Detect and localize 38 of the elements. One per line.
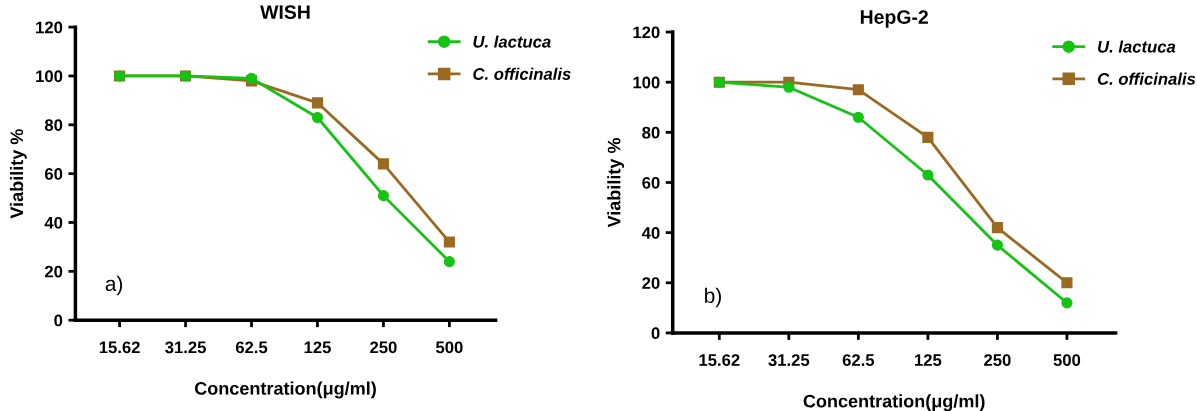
y-tick-label: 80 [642,126,660,139]
y-tick-label: 120 [633,26,660,39]
x-tick-label: 62.5 [235,341,268,354]
x-axis-title: Concentration(μg/ml) [803,394,985,411]
y-axis-title: Viability % [607,137,625,228]
x-axis-title: Concentration(μg/ml) [194,381,376,399]
x-tick-label: 15.62 [699,354,740,366]
annotation: a) [105,275,123,296]
x-tick-label: 62.5 [842,354,875,366]
legend-label: C. officinalis [1097,72,1196,85]
y-tick-label: 20 [44,265,63,278]
chart-title: WISH [260,5,310,19]
y-tick-label: 40 [641,227,660,239]
y-tick-label: 60 [44,168,63,180]
x-tick-label: 31.25 [165,341,206,354]
x-tick-label: 15.62 [99,341,140,354]
legend-label: U. lactuca [1098,40,1176,53]
y-tick-label: 100 [36,70,63,83]
x-tick-label: 250 [984,354,1011,366]
y-tick-label: 20 [642,277,660,289]
x-tick-label: 125 [915,354,942,366]
legend-label: U. lactuca [473,35,551,48]
y-tick-label: 40 [44,216,63,229]
y-tick-label: 120 [36,21,63,34]
y-axis-title: Viability % [9,129,27,219]
y-tick-label: 60 [642,176,660,189]
y-tick-label: 100 [633,76,660,89]
x-tick-label: 250 [370,341,397,354]
chart-title: HepG-2 [860,10,928,28]
annotation: b) [705,287,721,308]
y-tick-label: 0 [651,327,660,340]
x-tick-label: 500 [436,341,463,354]
y-tick-label: 0 [54,314,63,327]
x-tick-label: 125 [304,341,331,354]
x-tick-label: 500 [1053,354,1081,366]
x-tick-label: 31.25 [768,354,810,367]
y-tick-label: 80 [44,119,63,132]
legend-label: C. officinalis [473,67,571,80]
